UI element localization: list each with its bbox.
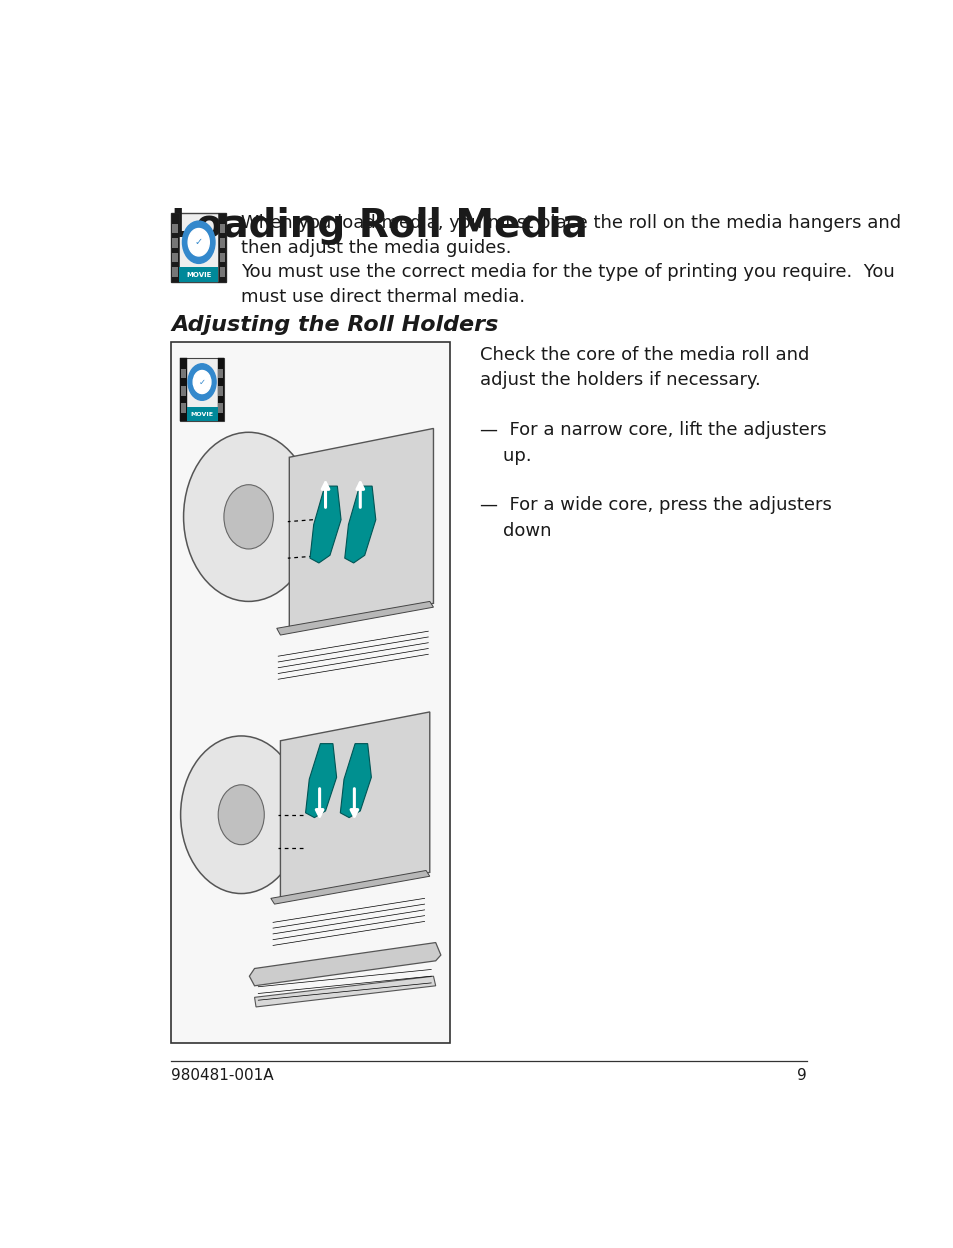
FancyBboxPatch shape [218,213,226,282]
Text: Check the core of the media roll and
adjust the holders if necessary.: Check the core of the media roll and adj… [479,346,808,389]
FancyBboxPatch shape [180,369,186,378]
Text: ✓: ✓ [194,237,203,247]
FancyBboxPatch shape [219,238,225,248]
Circle shape [224,484,274,549]
Text: —  For a narrow core, lift the adjusters
    up.: — For a narrow core, lift the adjusters … [479,421,826,466]
FancyBboxPatch shape [172,238,177,248]
FancyBboxPatch shape [217,358,224,421]
FancyBboxPatch shape [219,223,225,233]
FancyBboxPatch shape [172,267,177,277]
Circle shape [193,371,211,393]
FancyBboxPatch shape [172,223,177,233]
FancyBboxPatch shape [218,403,223,413]
Text: Loading Roll Media: Loading Roll Media [171,207,587,246]
Circle shape [218,785,264,845]
FancyBboxPatch shape [218,386,223,396]
FancyBboxPatch shape [219,252,225,262]
Circle shape [183,432,314,602]
FancyBboxPatch shape [171,213,226,282]
Circle shape [188,228,209,256]
Polygon shape [310,487,341,563]
FancyBboxPatch shape [218,369,223,378]
FancyBboxPatch shape [179,267,218,282]
Circle shape [180,736,301,894]
Text: ✓: ✓ [198,378,205,387]
Polygon shape [289,428,433,630]
FancyBboxPatch shape [187,407,217,421]
Polygon shape [254,976,436,1007]
Text: MOVIE: MOVIE [186,272,212,278]
Text: Adjusting the Roll Holders: Adjusting the Roll Holders [171,314,497,334]
Text: 9: 9 [797,1068,806,1083]
FancyBboxPatch shape [180,358,187,421]
Circle shape [182,221,214,263]
Text: When you load media, you must place the roll on the media hangers and
then adjus: When you load media, you must place the … [241,215,901,257]
Polygon shape [344,487,375,563]
Polygon shape [276,602,433,635]
Text: MOVIE: MOVIE [191,412,213,417]
FancyBboxPatch shape [171,213,179,282]
Polygon shape [271,871,429,904]
Circle shape [188,363,216,401]
Polygon shape [340,744,371,817]
Polygon shape [305,744,336,817]
Text: 980481-001A: 980481-001A [171,1068,274,1083]
FancyBboxPatch shape [172,252,177,262]
FancyBboxPatch shape [219,267,225,277]
FancyBboxPatch shape [171,342,450,1043]
FancyBboxPatch shape [180,403,186,413]
FancyBboxPatch shape [180,386,186,396]
Polygon shape [280,711,429,900]
Text: —  For a wide core, press the adjusters
    down: — For a wide core, press the adjusters d… [479,495,831,540]
Text: You must use the correct media for the type of printing you require.  You
must u: You must use the correct media for the t… [241,263,894,306]
FancyBboxPatch shape [180,358,224,421]
Polygon shape [249,942,440,986]
